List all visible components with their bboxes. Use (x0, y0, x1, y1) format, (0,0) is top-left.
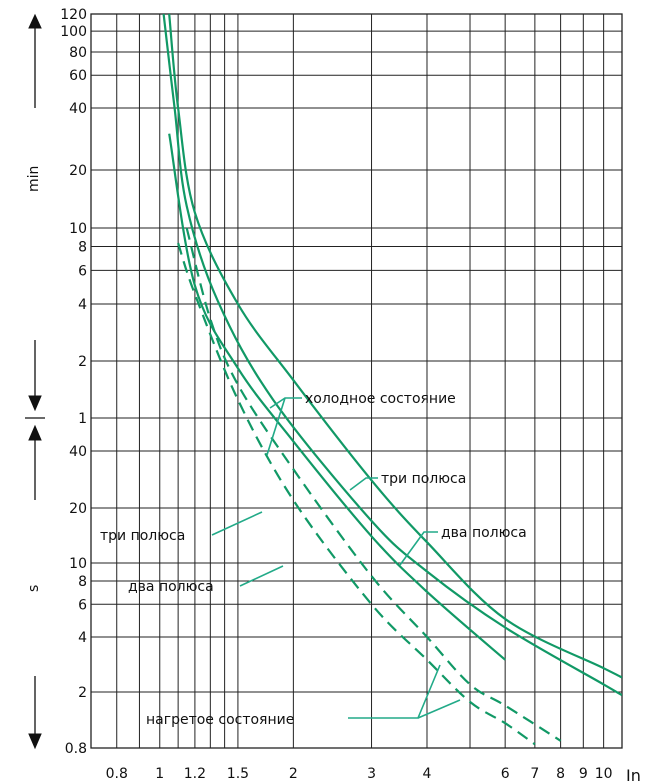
annotation-cold-state: холодное состояние (305, 391, 456, 407)
y-tick-label-s: 0.8 (65, 741, 87, 757)
x-tick-label: 1.5 (227, 766, 249, 782)
y-tick-label-min: 80 (69, 45, 87, 61)
y-tick-label-s: 20 (69, 501, 87, 517)
y-tick-label-s: 40 (69, 444, 87, 460)
x-axis-label: In (626, 766, 641, 782)
y-tick-label-min: 6 (78, 263, 87, 279)
y-tick-label-s: 10 (69, 556, 87, 572)
curve-solid-1 (162, 14, 622, 697)
annotation-pointers (211, 397, 461, 719)
y-axis-unit-s: s (26, 585, 42, 592)
annotation-hot-state: нагретое состояние (146, 712, 294, 728)
y-tick-label-s: 6 (78, 597, 87, 613)
y-tick-label-min: 100 (60, 24, 87, 40)
x-tick-label: 6 (501, 766, 510, 782)
x-tick-label: 1 (155, 766, 164, 782)
y-tick-label-min: 2 (78, 354, 87, 370)
curve-solid-0 (168, 14, 622, 679)
y-axis-arrows (25, 13, 45, 750)
x-tick-label: 0.8 (106, 766, 128, 782)
y-tick-label-min: 120 (60, 7, 87, 23)
x-tick-label: 10 (595, 766, 613, 782)
annotation-two-poles-cold: два полюса (441, 525, 527, 541)
curve-dashed-3 (185, 227, 562, 742)
grid (90, 13, 623, 749)
y-tick-label-min: 4 (78, 297, 87, 313)
x-tick-label: 8 (556, 766, 565, 782)
y-tick-label-s: 4 (78, 630, 87, 646)
y-tick-label-min: 10 (69, 221, 87, 237)
x-tick-label: 7 (530, 766, 539, 782)
y-tick-label-s: 8 (78, 574, 87, 590)
x-tick-label: 4 (423, 766, 432, 782)
y-tick-label-min: 60 (69, 68, 87, 84)
curves (162, 14, 622, 746)
x-tick-label: 3 (367, 766, 376, 782)
x-tick-label: 1.2 (184, 766, 206, 782)
plot-frame (90, 13, 623, 749)
annotation-three-poles-cold: три полюса (381, 471, 466, 487)
x-tick-label: 2 (289, 766, 298, 782)
annotation-three-poles-hot: три полюса (100, 528, 185, 544)
y-tick-label-min: 40 (69, 101, 87, 117)
curve-dashed-4 (177, 242, 536, 746)
y-tick-label-s: 2 (78, 685, 87, 701)
y-tick-label-min: 1 (78, 411, 87, 427)
y-axis-unit-min: min (26, 166, 42, 192)
y-tick-label-min: 20 (69, 163, 87, 179)
y-tick-label-min: 8 (78, 240, 87, 256)
x-tick-labels: 0.8 1 1.2 1.5 2 3 4 6 7 8 9 10 (106, 766, 613, 782)
curve-solid-2 (168, 133, 506, 661)
x-tick-label: 9 (579, 766, 588, 782)
annotation-two-poles-hot: два полюса (128, 579, 214, 595)
